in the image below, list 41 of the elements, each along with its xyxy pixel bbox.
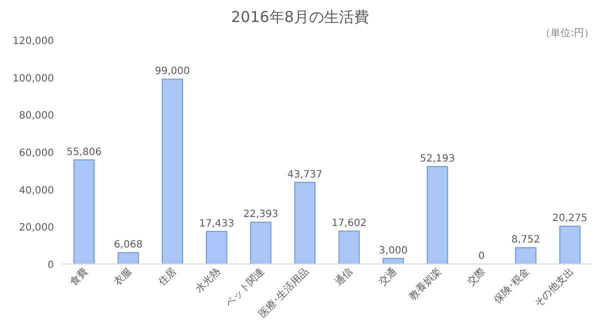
- bar: [515, 247, 536, 264]
- x-tick-label: その他支出: [532, 266, 576, 310]
- data-label: 22,393: [243, 209, 278, 220]
- y-tick-label: 120,000: [12, 36, 54, 47]
- x-tick-label: 交際: [465, 266, 488, 288]
- y-tick-label: 60,000: [19, 148, 54, 159]
- y-tick-label: 40,000: [19, 185, 54, 196]
- x-tick-label: 教養娯楽: [406, 266, 444, 302]
- y-tick-label: 0: [48, 260, 54, 271]
- bar: [162, 78, 184, 264]
- data-label: 3,000: [378, 245, 408, 256]
- chart-title: 2016年8月の生活費: [231, 8, 369, 26]
- bar: [206, 230, 228, 264]
- bar: [250, 222, 272, 264]
- bar: [426, 166, 448, 264]
- y-tick-label: 80,000: [19, 110, 54, 122]
- y-tick-label: 100,000: [12, 73, 54, 84]
- x-tick-label: 食費: [68, 266, 90, 288]
- data-label: 8,752: [511, 234, 540, 246]
- data-label: 17,433: [199, 218, 234, 230]
- data-label: 0: [478, 251, 485, 262]
- text: （単位:円）: [540, 27, 594, 39]
- data-label: 99,000: [154, 66, 190, 78]
- data-label: 55,806: [66, 146, 102, 158]
- x-tick-label: 通信: [332, 266, 356, 288]
- bar: [118, 252, 139, 264]
- bar: [559, 226, 581, 264]
- x-tick-label: 住居: [156, 266, 179, 288]
- data-label: 52,193: [420, 154, 455, 165]
- x-tick-label: 交通: [376, 266, 400, 288]
- bar: [338, 230, 360, 264]
- x-tick-label: 水光熱: [193, 266, 223, 296]
- x-tick-label: 衣服: [112, 266, 134, 288]
- data-label: 43,737: [287, 169, 322, 180]
- x-tick-label: 保険･税金: [492, 266, 532, 306]
- bar: [294, 182, 316, 264]
- data-label: 17,602: [332, 218, 367, 230]
- y-tick-label: 20,000: [19, 222, 54, 234]
- data-label: 6,068: [114, 240, 143, 251]
- bar: [73, 159, 95, 264]
- data-label: 20,275: [552, 213, 588, 224]
